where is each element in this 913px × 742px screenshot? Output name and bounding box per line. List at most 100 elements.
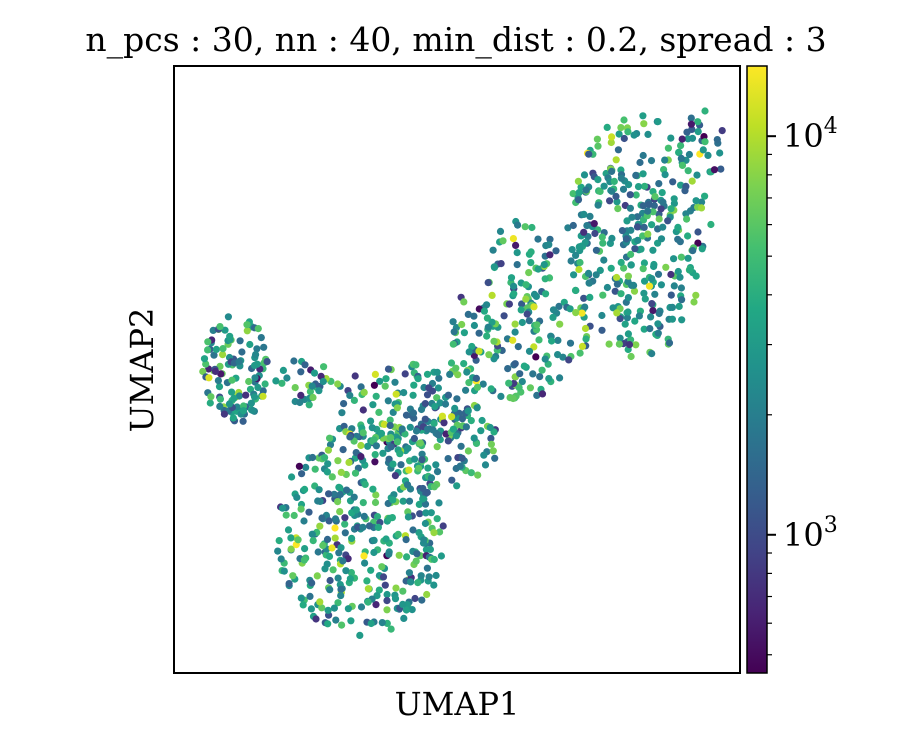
scatter-point — [538, 390, 547, 398]
scatter-point — [667, 205, 675, 213]
scatter-point — [360, 388, 368, 396]
scatter-point — [435, 374, 443, 382]
scatter-point — [423, 370, 432, 378]
scatter-point — [554, 351, 562, 359]
scatter-point — [608, 167, 616, 175]
scatter-point — [334, 599, 342, 607]
scatter-point — [606, 197, 614, 205]
scatter-point — [457, 442, 465, 450]
scatter-point — [382, 535, 390, 543]
scatter-point — [692, 197, 700, 205]
scatter-point — [381, 581, 389, 589]
scatter-point — [509, 235, 517, 243]
scatter-point — [436, 399, 444, 407]
scatter-point — [499, 237, 507, 245]
scatter-point — [580, 294, 588, 302]
scatter-point — [275, 537, 283, 545]
scatter-point — [239, 417, 247, 425]
scatter-point — [319, 541, 327, 550]
scatter-point — [300, 517, 308, 525]
scatter-point — [309, 537, 317, 545]
scatter-point — [294, 536, 302, 544]
scatter-point — [399, 600, 407, 609]
scatter-point — [372, 392, 380, 400]
scatter-point — [321, 454, 329, 462]
scatter-point — [302, 463, 310, 471]
scatter-point — [627, 261, 635, 269]
scatter-point — [470, 321, 478, 330]
scatter-point — [417, 572, 425, 580]
scatter-point — [328, 473, 336, 481]
scatter-point — [509, 336, 517, 344]
scatter-point — [468, 342, 476, 351]
scatter-point — [411, 594, 419, 603]
scatter-point — [334, 380, 342, 388]
scatter-point — [415, 464, 423, 472]
scatter-point — [540, 261, 548, 269]
scatter-point — [254, 325, 262, 333]
scatter-point — [534, 235, 542, 243]
scatter-point — [651, 193, 659, 201]
scatter-point — [692, 272, 700, 280]
scatter-point — [299, 601, 307, 609]
scatter-point — [437, 552, 445, 560]
scatter-point — [632, 191, 640, 199]
scatter-point — [314, 548, 322, 556]
scatter-point — [585, 279, 593, 287]
scatter-point — [511, 241, 520, 249]
colorbar-tick-label: 103 — [783, 513, 838, 554]
scatter-point — [510, 290, 518, 298]
scatter-point — [425, 384, 433, 392]
scatter-point — [474, 471, 482, 479]
scatter-point — [372, 601, 380, 609]
scatter-point — [332, 616, 340, 624]
scatter-point — [374, 523, 382, 532]
scatter-point — [311, 465, 319, 473]
scatter-point — [293, 493, 301, 501]
scatter-point — [331, 534, 339, 542]
scatter-point — [707, 220, 715, 229]
scatter-point — [542, 290, 550, 298]
scatter-point — [644, 130, 652, 138]
scatter-point — [229, 414, 237, 422]
plot-frame — [173, 65, 741, 674]
scatter-point — [677, 253, 686, 261]
scatter-point — [467, 469, 475, 477]
scatter-point — [335, 549, 343, 557]
scatter-point — [453, 395, 461, 403]
scatter-point — [716, 149, 724, 157]
scatter-point — [347, 617, 355, 625]
scatter-point — [517, 306, 525, 314]
scatter-point — [576, 258, 584, 267]
scatter-point — [424, 464, 432, 472]
scatter-point — [300, 556, 308, 564]
scatter-point — [316, 598, 324, 606]
scatter-point — [449, 340, 457, 348]
scatter-point — [363, 577, 371, 585]
scatter-point — [420, 536, 428, 544]
scatter-point — [505, 379, 513, 387]
scatter-point — [694, 128, 702, 136]
scatter-point — [488, 291, 496, 299]
scatter-point — [410, 455, 419, 463]
scatter-point — [305, 508, 313, 516]
scatter-point — [480, 451, 488, 459]
scatter-point — [342, 567, 350, 575]
scatter-point — [430, 529, 438, 537]
scatter-point — [306, 592, 314, 601]
scatter-point — [325, 490, 333, 498]
scatter-point — [431, 403, 439, 411]
scatter-point — [221, 326, 229, 334]
scatter-point — [323, 535, 332, 544]
scatter-point — [567, 257, 575, 265]
scatter-point — [383, 590, 391, 599]
colorbar: 103 104 — [746, 65, 838, 674]
scatter-point — [336, 490, 344, 499]
scatter-point — [515, 384, 523, 392]
scatter-point — [380, 420, 388, 428]
scatter-point — [341, 514, 349, 522]
scatter-point — [490, 355, 498, 363]
scatter-point — [202, 360, 210, 368]
scatter-point — [387, 625, 395, 633]
scatter-point — [615, 340, 624, 348]
